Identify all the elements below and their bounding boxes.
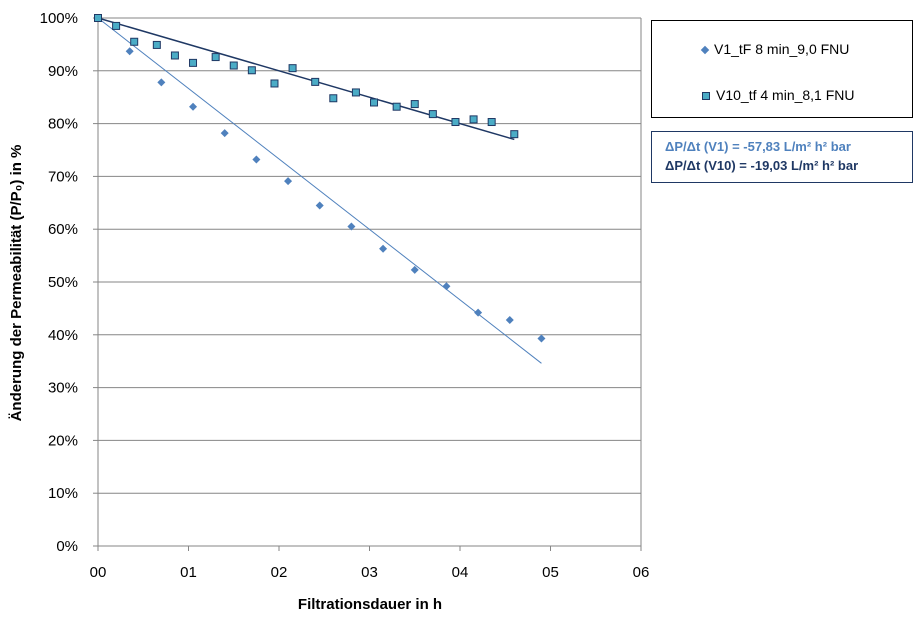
diamond-marker-icon bbox=[700, 46, 710, 55]
data-point-v10 bbox=[451, 118, 460, 127]
data-point-v10 bbox=[270, 79, 279, 88]
axes bbox=[93, 17, 642, 551]
x-tick-label: 04 bbox=[452, 564, 469, 581]
data-point-v1 bbox=[125, 47, 134, 56]
y-tick-label: 0% bbox=[56, 538, 78, 555]
x-tick-labels: 00 01 02 03 04 05 06 bbox=[90, 564, 650, 581]
slope-annotation-box: ΔP/Δt (V1) = -57,83 L/m² h² bar ΔP/Δt (V… bbox=[651, 131, 913, 183]
data-point-v1 bbox=[410, 265, 419, 274]
y-tick-labels: 0% 10% 20% 30% 40% 50% 60% 70% 80% 90% 100% bbox=[40, 10, 78, 555]
data-point-v10 bbox=[392, 102, 401, 111]
data-point-v10 bbox=[94, 14, 102, 22]
legend-entry-v1: V1_tF 8 min_9,0 FNU bbox=[700, 41, 850, 57]
data-point-v10 bbox=[351, 88, 360, 97]
y-tick-label: 50% bbox=[48, 274, 78, 291]
data-point-v1 bbox=[315, 201, 324, 210]
data-point-v10 bbox=[487, 118, 496, 127]
legend-label-v1: V1_tF 8 min_9,0 FNU bbox=[714, 41, 850, 57]
data-point-v10 bbox=[211, 53, 220, 62]
data-point-v10 bbox=[247, 66, 256, 75]
x-tick-label: 06 bbox=[633, 564, 650, 581]
data-point-v1 bbox=[220, 129, 229, 138]
data-point-v10 bbox=[469, 115, 478, 124]
y-axis-title: Änderung der Permeabilität (P/P₀) in % bbox=[8, 145, 25, 422]
y-tick-label: 60% bbox=[48, 221, 78, 238]
slope-annotation-v1: ΔP/Δt (V1) = -57,83 L/m² h² bar bbox=[665, 139, 851, 154]
data-point-v1 bbox=[442, 282, 451, 291]
y-tick-label: 80% bbox=[48, 116, 78, 133]
data-point-v10 bbox=[189, 58, 198, 67]
slope-annotation-v10: ΔP/Δt (V10) = -19,03 L/m² h² bar bbox=[665, 158, 859, 173]
data-point-v10 bbox=[410, 100, 419, 109]
data-point-v10 bbox=[112, 21, 121, 30]
y-tick-label: 20% bbox=[48, 432, 78, 449]
y-tick-label: 100% bbox=[40, 10, 78, 27]
x-tick-label: 01 bbox=[180, 564, 197, 581]
data-point-v1 bbox=[537, 334, 546, 343]
y-tick-label: 90% bbox=[48, 63, 78, 80]
data-point-v1 bbox=[252, 155, 261, 164]
data-point-v10 bbox=[370, 98, 379, 107]
data-point-v10 bbox=[152, 40, 161, 49]
data-point-v1 bbox=[189, 102, 198, 111]
data-point-v1 bbox=[157, 78, 166, 87]
y-tick-label: 10% bbox=[48, 485, 78, 502]
trendline-v1 bbox=[97, 17, 542, 364]
data-points bbox=[94, 14, 546, 343]
y-tick-label: 70% bbox=[48, 168, 78, 185]
trendlines bbox=[97, 17, 542, 364]
legend-entry-v10: V10_tf 4 min_8,1 FNU bbox=[702, 87, 855, 103]
data-point-v10 bbox=[510, 130, 519, 139]
x-tick-label: 02 bbox=[271, 564, 288, 581]
data-point-v10 bbox=[288, 64, 297, 73]
data-point-v1 bbox=[379, 244, 388, 253]
data-point-v10 bbox=[329, 94, 338, 103]
square-marker-icon bbox=[702, 92, 710, 101]
x-tick-label: 00 bbox=[90, 564, 107, 581]
data-point-v1 bbox=[505, 316, 514, 325]
data-point-v10 bbox=[311, 77, 320, 86]
y-tick-label: 30% bbox=[48, 380, 78, 397]
legend: V1_tF 8 min_9,0 FNU V10_tf 4 min_8,1 FNU bbox=[651, 20, 913, 118]
y-tick-label: 40% bbox=[48, 327, 78, 344]
data-point-v1 bbox=[284, 177, 293, 186]
data-point-v1 bbox=[474, 308, 483, 317]
data-point-v10 bbox=[130, 37, 139, 46]
data-point-v1 bbox=[347, 222, 356, 231]
x-tick-label: 05 bbox=[542, 564, 559, 581]
gridlines bbox=[98, 17, 641, 494]
data-point-v10 bbox=[170, 51, 179, 60]
legend-label-v10: V10_tf 4 min_8,1 FNU bbox=[716, 87, 855, 103]
trendline-v10 bbox=[97, 17, 515, 141]
x-axis-title: Filtrationsdauer in h bbox=[298, 596, 442, 613]
data-point-v10 bbox=[428, 110, 437, 119]
data-point-v10 bbox=[229, 61, 238, 70]
x-tick-label: 03 bbox=[361, 564, 378, 581]
